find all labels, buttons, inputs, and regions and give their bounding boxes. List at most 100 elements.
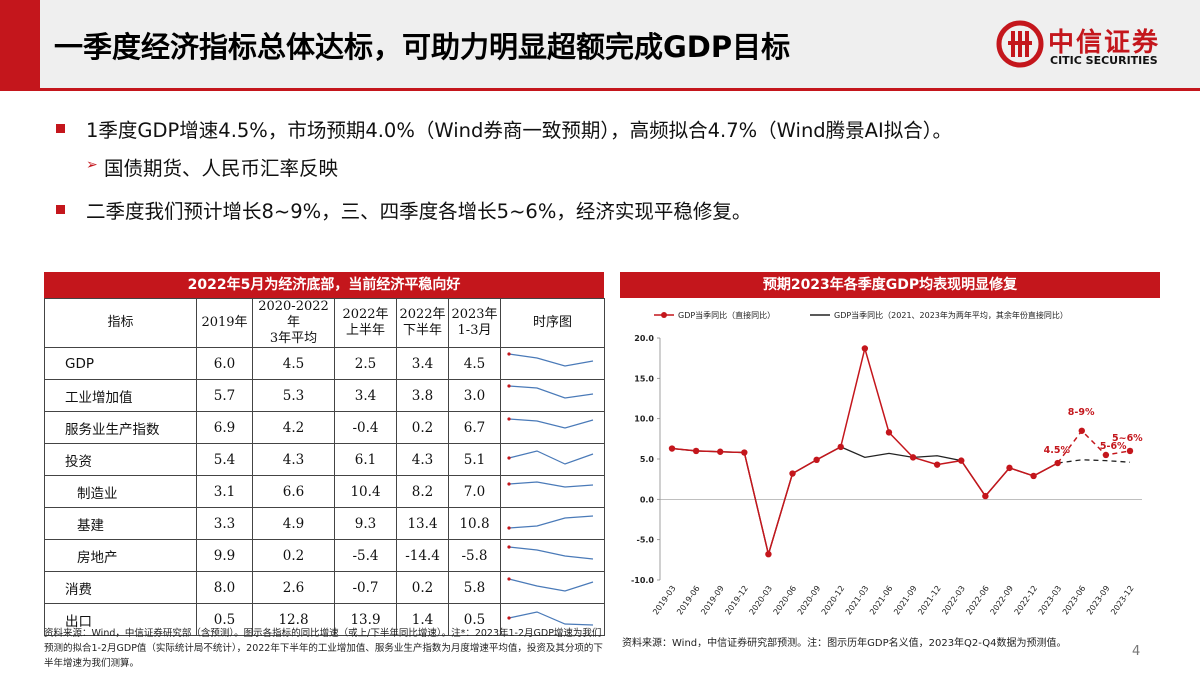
bullet-forecast: 二季度我们预计增长8~9%，三、四季度各增长5~6%，经济实现平稳修复。 bbox=[86, 200, 752, 223]
y-tick-label: 5.0 bbox=[640, 455, 655, 464]
value-2023-q1: 4.5 bbox=[448, 347, 501, 380]
x-tick-label: 2021-06 bbox=[868, 584, 895, 617]
value-avg-2020-2022: 4.2 bbox=[252, 411, 335, 444]
x-tick-label: 2020-12 bbox=[820, 584, 847, 617]
series-direct-point bbox=[1054, 459, 1061, 467]
table-row: 出口 0.5 12.8 13.9 1.4 0.5 bbox=[44, 603, 605, 636]
x-tick-label: 2022-12 bbox=[1013, 584, 1040, 617]
header-divider bbox=[0, 88, 1200, 91]
col-header-2019: 2019年 bbox=[196, 298, 253, 348]
bullet-square-icon bbox=[56, 124, 65, 133]
sparkline-cell bbox=[500, 539, 605, 572]
series-direct-point bbox=[1006, 464, 1013, 472]
value-2022-h2: 0.2 bbox=[396, 571, 449, 604]
y-tick-label: 15.0 bbox=[634, 374, 654, 383]
value-2023-q1: 5.1 bbox=[448, 443, 501, 476]
col-header-avg: 2020-2022年 3年平均 bbox=[252, 298, 335, 348]
citic-logo: 中信证券 CITIC SECURITIES bbox=[996, 20, 1172, 76]
logo-text-cn: 中信证券 bbox=[1048, 28, 1161, 58]
y-tick-label: 20.0 bbox=[634, 334, 654, 343]
x-tick-label: 2021-03 bbox=[844, 584, 871, 617]
table-row: 消费 8.0 2.6 -0.7 0.2 5.8 bbox=[44, 571, 605, 604]
table-row: GDP 6.0 4.5 2.5 3.4 4.5 bbox=[44, 347, 605, 380]
value-2022-h2: 0.2 bbox=[396, 411, 449, 444]
legend-label-avg: GDP当季同比（2021、2023年为两年平均，其余年份直接同比） bbox=[834, 310, 1068, 320]
series-direct-point bbox=[1030, 472, 1037, 480]
table-header-row: 指标 2019年 2020-2022年 3年平均 2022年 上半年 2022年 下半… bbox=[44, 298, 605, 348]
value-2023-q1: 3.0 bbox=[448, 379, 501, 412]
sparkline-icon bbox=[507, 515, 594, 530]
series-direct-point bbox=[958, 457, 965, 464]
value-2019: 6.0 bbox=[196, 347, 253, 380]
series-direct-point bbox=[1126, 447, 1134, 455]
value-2019: 8.0 bbox=[196, 571, 253, 604]
value-2022-h2: 1.4 bbox=[396, 603, 449, 636]
indicator-name: 制造业 bbox=[44, 475, 197, 508]
x-tick-label: 2023-06 bbox=[1061, 584, 1088, 617]
x-tick-label: 2022-09 bbox=[989, 584, 1016, 617]
value-2022-h2: 3.8 bbox=[396, 379, 449, 412]
value-2022-h1: 10.4 bbox=[334, 475, 397, 508]
sparkline-cell bbox=[500, 411, 605, 444]
citic-logo-icon bbox=[996, 20, 1044, 68]
series-direct-point bbox=[765, 550, 772, 558]
value-avg-2020-2022: 4.5 bbox=[252, 347, 335, 380]
sparkline-icon bbox=[507, 450, 594, 465]
y-tick-label: 0.0 bbox=[640, 495, 655, 504]
value-2019: 6.9 bbox=[196, 411, 253, 444]
value-2022-h1: -0.7 bbox=[334, 571, 397, 604]
value-2023-q1: 7.0 bbox=[448, 475, 501, 508]
sparkline-cell bbox=[500, 507, 605, 540]
series-direct-line bbox=[671, 345, 1059, 558]
y-tick-label: 10.0 bbox=[634, 415, 654, 424]
series-direct-point bbox=[837, 443, 844, 451]
sparkline-cell bbox=[500, 571, 605, 604]
x-tick-label: 2020-03 bbox=[748, 584, 775, 617]
table-row: 投资 5.4 4.3 6.1 4.3 5.1 bbox=[44, 443, 605, 476]
series-direct-point bbox=[933, 461, 941, 468]
value-2023-q1: -5.8 bbox=[448, 539, 501, 572]
x-tick-label: 2019-09 bbox=[699, 584, 726, 617]
series-direct-point bbox=[717, 448, 724, 455]
chart-annotation: 8-9% bbox=[1068, 407, 1095, 418]
page-number: 4 bbox=[1132, 644, 1141, 659]
series-direct-point bbox=[813, 456, 820, 464]
value-2022-h2: 13.4 bbox=[396, 507, 449, 540]
series-avg-line bbox=[671, 446, 1058, 557]
x-tick-label: 2019-12 bbox=[723, 584, 750, 617]
value-2019: 5.7 bbox=[196, 379, 253, 412]
series-direct-point bbox=[909, 454, 917, 461]
series-direct-point bbox=[885, 429, 893, 436]
x-tick-label: 2021-09 bbox=[892, 584, 919, 617]
x-tick-label: 2022-03 bbox=[940, 584, 967, 617]
indicator-name: 房地产 bbox=[44, 539, 197, 572]
value-avg-2020-2022: 12.8 bbox=[252, 603, 335, 636]
chart-annotation: 5-6% bbox=[1100, 441, 1127, 452]
value-2022-h1: 9.3 bbox=[334, 507, 397, 540]
sparkline-icon bbox=[507, 481, 594, 488]
x-tick-label: 2020-06 bbox=[772, 584, 799, 617]
chart-title: 预期2023年各季度GDP均表现明显修复 bbox=[620, 272, 1160, 298]
y-tick-label: -10.0 bbox=[631, 576, 654, 585]
page-title: 一季度经济指标总体达标，可助力明显超额完成GDP目标 bbox=[54, 30, 791, 64]
value-2022-h1: 2.5 bbox=[334, 347, 397, 380]
indicator-name: 服务业生产指数 bbox=[44, 411, 197, 444]
value-2019: 9.9 bbox=[196, 539, 253, 572]
indicator-table: 指标 2019年 2020-2022年 3年平均 2022年 上半年 2022年 下半… bbox=[44, 298, 605, 636]
col-header-indicator: 指标 bbox=[44, 298, 197, 348]
y-tick-label: -5.0 bbox=[637, 536, 655, 545]
x-tick-label: 2022-06 bbox=[964, 584, 991, 617]
value-2022-h2: 4.3 bbox=[396, 443, 449, 476]
value-2019: 3.3 bbox=[196, 507, 253, 540]
series-direct-point bbox=[789, 470, 796, 477]
series-direct-point bbox=[861, 345, 869, 352]
series-direct-point bbox=[741, 449, 748, 456]
indicator-name: GDP bbox=[44, 347, 197, 380]
table-source-note: 资料来源：Wind，中信证券研究部（含预测）。图示各指标的同比增速（或上/下半年… bbox=[44, 628, 603, 669]
sparkline-cell bbox=[500, 603, 605, 636]
gdp-line-chart: GDP当季同比（直接同比） GDP当季同比（2021、2023年为两年平均，其余年… bbox=[631, 310, 1143, 617]
series-direct-point bbox=[982, 492, 989, 500]
x-tick-label: 2020-09 bbox=[796, 584, 823, 617]
table-row: 基建 3.3 4.9 9.3 13.4 10.8 bbox=[44, 507, 605, 540]
bullet-square-icon bbox=[56, 205, 65, 214]
